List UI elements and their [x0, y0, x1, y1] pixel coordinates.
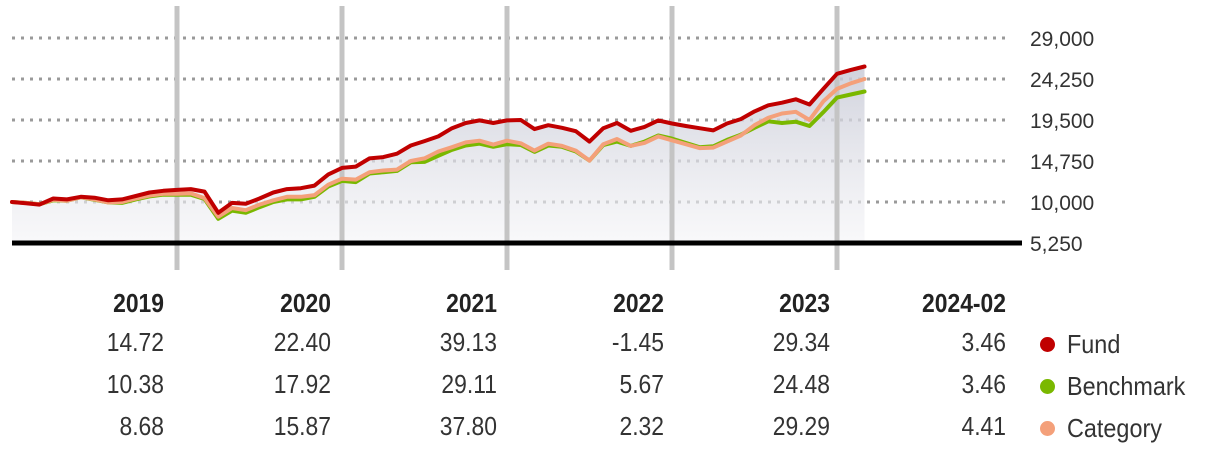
series-line-category	[10, 77, 867, 219]
column-header: 2023	[779, 288, 830, 318]
y-tick-label: 29,000	[1030, 28, 1094, 51]
return-cell-fund: -1.45	[611, 327, 664, 357]
return-cell-benchmark: 24.48	[772, 369, 830, 399]
return-cell-benchmark: 17.92	[273, 369, 331, 399]
return-cell-fund: 14.72	[106, 327, 164, 357]
return-cell-category: 2.32	[619, 411, 664, 441]
return-cell-benchmark: 5.67	[619, 369, 664, 399]
y-tick-label: 14,750	[1030, 151, 1094, 174]
return-cell-fund: 39.13	[439, 327, 497, 357]
legend-item-fund: Fund	[1040, 329, 1126, 359]
return-cell-category: 4.41	[961, 411, 1006, 441]
y-tick-label: 5,250	[1030, 233, 1083, 256]
column-header: 2021	[446, 288, 497, 318]
column-header: 2019	[113, 288, 164, 318]
legend-dot-icon	[1040, 378, 1055, 394]
return-cell-fund: 3.46	[961, 327, 1006, 357]
return-cell-category: 29.29	[772, 411, 830, 441]
y-tick-label: 10,000	[1030, 192, 1094, 215]
column-header: 2022	[613, 288, 664, 318]
legend-item-category: Category	[1040, 413, 1173, 443]
return-cell-benchmark: 10.38	[106, 369, 164, 399]
series-line-fund	[10, 64, 867, 215]
legend-dot-icon	[1040, 420, 1055, 436]
legend-label: Category	[1067, 412, 1162, 443]
y-tick-label: 24,250	[1030, 69, 1094, 92]
return-cell-benchmark: 29.11	[441, 369, 497, 399]
legend-label: Benchmark	[1067, 370, 1186, 401]
column-header: 2020	[280, 288, 331, 318]
return-cell-fund: 22.40	[273, 327, 331, 357]
legend-item-benchmark: Benchmark	[1040, 371, 1199, 401]
legend-dot-icon	[1040, 336, 1055, 352]
return-cell-benchmark: 3.46	[961, 369, 1006, 399]
growth-chart: 29,000 24,250 19,500 14,750 10,000 5,250	[10, 6, 1094, 270]
legend-label: Fund	[1067, 328, 1121, 359]
return-cell-category: 37.80	[439, 411, 497, 441]
return-cell-category: 15.87	[273, 411, 331, 441]
column-header: 2024-02	[922, 288, 1006, 318]
y-tick-label: 19,500	[1030, 110, 1094, 133]
return-cell-fund: 29.34	[772, 327, 830, 357]
return-cell-category: 8.68	[119, 411, 164, 441]
